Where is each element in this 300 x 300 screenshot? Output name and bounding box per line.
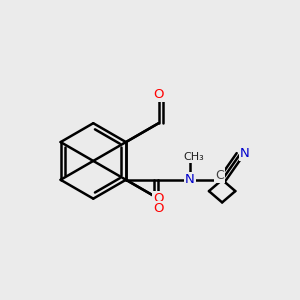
- Text: O: O: [153, 202, 163, 214]
- Text: CH₃: CH₃: [183, 152, 204, 162]
- Text: O: O: [153, 88, 164, 101]
- Text: C: C: [215, 169, 224, 182]
- Text: N: N: [240, 147, 250, 160]
- Text: N: N: [185, 173, 195, 186]
- Text: O: O: [153, 192, 164, 205]
